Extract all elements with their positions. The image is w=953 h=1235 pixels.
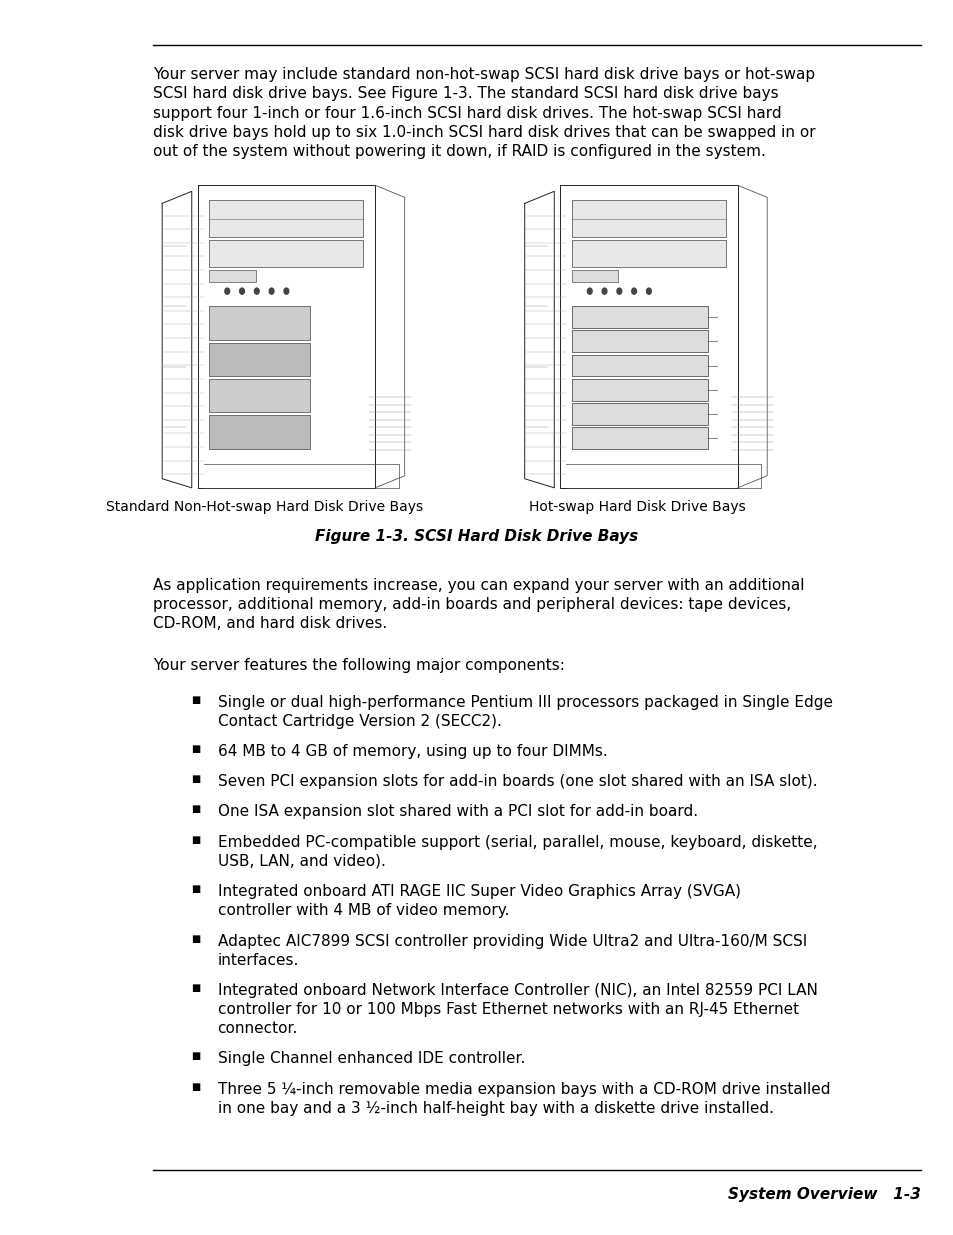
Bar [572,379,707,400]
Text: Single or dual high-performance Pentium III processors packaged in Single Edge: Single or dual high-performance Pentium … [217,694,832,710]
Text: controller for 10 or 100 Mbps Fast Ethernet networks with an RJ-45 Ethernet: controller for 10 or 100 Mbps Fast Ether… [217,1002,798,1018]
Text: Standard Non-Hot-swap Hard Disk Drive Bays: Standard Non-Hot-swap Hard Disk Drive Ba… [107,500,423,514]
Text: System Overview   1-3: System Overview 1-3 [727,1187,920,1202]
Text: disk drive bays hold up to six 1.0-inch SCSI hard disk drives that can be swappe: disk drive bays hold up to six 1.0-inch … [152,125,815,140]
Text: ■: ■ [191,694,200,704]
Text: Single Channel enhanced IDE controller.: Single Channel enhanced IDE controller. [217,1051,524,1067]
Bar [572,354,707,377]
Bar [572,270,618,282]
Text: out of the system without powering it down, if RAID is configured in the system.: out of the system without powering it do… [152,143,764,159]
Text: in one bay and a 3 ½-inch half-height bay with a diskette drive installed.: in one bay and a 3 ½-inch half-height ba… [217,1100,773,1116]
Text: Contact Cartridge Version 2 (SECC2).: Contact Cartridge Version 2 (SECC2). [217,714,501,729]
Bar [572,427,707,450]
Text: Three 5 ¼-inch removable media expansion bays with a CD-ROM drive installed: Three 5 ¼-inch removable media expansion… [217,1082,829,1097]
Circle shape [646,288,651,294]
Text: Embedded PC-compatible support (serial, parallel, mouse, keyboard, diskette,: Embedded PC-compatible support (serial, … [217,835,817,850]
Text: SCSI hard disk drive bays. See Figure 1-3. The standard SCSI hard disk drive bay: SCSI hard disk drive bays. See Figure 1-… [152,86,778,101]
Text: ■: ■ [191,743,200,753]
Text: Integrated onboard Network Interface Controller (NIC), an Intel 82559 PCI LAN: Integrated onboard Network Interface Con… [217,983,817,998]
Circle shape [631,288,636,294]
Text: Your server features the following major components:: Your server features the following major… [152,657,564,673]
Circle shape [254,288,259,294]
Circle shape [284,288,289,294]
Text: ■: ■ [191,1051,200,1061]
Text: ■: ■ [191,983,200,993]
Circle shape [587,288,592,294]
Bar [572,306,707,329]
Text: ■: ■ [191,1082,200,1092]
Text: ■: ■ [191,884,200,894]
Text: Hot-swap Hard Disk Drive Bays: Hot-swap Hard Disk Drive Bays [528,500,744,514]
Text: 64 MB to 4 GB of memory, using up to four DIMMs.: 64 MB to 4 GB of memory, using up to fou… [217,743,607,760]
Circle shape [269,288,274,294]
Circle shape [239,288,244,294]
Bar [210,379,310,412]
Text: One ISA expansion slot shared with a PCI slot for add-in board.: One ISA expansion slot shared with a PCI… [217,804,697,820]
Text: ■: ■ [191,934,200,944]
Bar [572,200,725,237]
Circle shape [601,288,606,294]
Circle shape [617,288,621,294]
Text: Figure 1-3. SCSI Hard Disk Drive Bays: Figure 1-3. SCSI Hard Disk Drive Bays [315,529,638,545]
Text: interfaces.: interfaces. [217,952,298,968]
Text: processor, additional memory, add-in boards and peripheral devices: tape devices: processor, additional memory, add-in boa… [152,597,790,613]
Circle shape [225,288,230,294]
Text: support four 1-inch or four 1.6-inch SCSI hard disk drives. The hot-swap SCSI ha: support four 1-inch or four 1.6-inch SCS… [152,106,781,121]
Bar [210,342,310,375]
Text: ■: ■ [191,774,200,784]
Bar [572,403,707,425]
Bar [572,240,725,267]
Text: ■: ■ [191,835,200,845]
Bar [210,415,310,448]
Text: As application requirements increase, you can expand your server with an additio: As application requirements increase, yo… [152,578,803,593]
Text: controller with 4 MB of video memory.: controller with 4 MB of video memory. [217,903,509,919]
Bar [210,270,255,282]
Bar [210,306,310,340]
Text: Adaptec AIC7899 SCSI controller providing Wide Ultra2 and Ultra-160/M SCSI: Adaptec AIC7899 SCSI controller providin… [217,934,806,948]
Bar [210,200,363,237]
Text: Seven PCI expansion slots for add-in boards (one slot shared with an ISA slot).: Seven PCI expansion slots for add-in boa… [217,774,817,789]
Text: USB, LAN, and video).: USB, LAN, and video). [217,853,385,869]
Bar [572,331,707,352]
Text: connector.: connector. [217,1021,297,1036]
Bar [210,240,363,267]
Text: CD-ROM, and hard disk drives.: CD-ROM, and hard disk drives. [152,616,387,631]
Text: Integrated onboard ATI RAGE IIC Super Video Graphics Array (SVGA): Integrated onboard ATI RAGE IIC Super Vi… [217,884,740,899]
Text: Your server may include standard non-hot-swap SCSI hard disk drive bays or hot-s: Your server may include standard non-hot… [152,67,814,83]
Text: ■: ■ [191,804,200,814]
